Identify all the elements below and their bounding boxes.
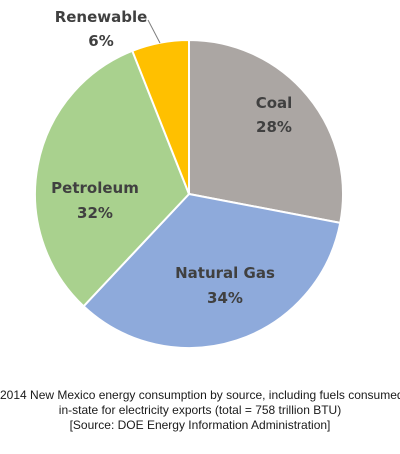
slice-value-petroleum: 32% — [77, 204, 113, 222]
pie-slice-petroleum — [34, 49, 191, 308]
slice-label-renewable: Renewable — [55, 8, 148, 26]
caption-line-3: [Source: DOE Energy Information Administ… — [69, 418, 331, 432]
chart-caption: 2014 New Mexico energy consumption by so… — [0, 388, 400, 433]
leader-line-renewable — [147, 19, 161, 44]
slice-value-natural-gas: 34% — [207, 289, 243, 307]
caption-line-1: 2014 New Mexico energy consumption by so… — [0, 388, 400, 402]
slice-label-coal: Coal — [256, 94, 293, 112]
pie-slice-coal — [188, 38, 344, 225]
caption-line-2: in-state for electricity exports (total … — [58, 403, 342, 417]
pie-chart: Coal 28% Natural Gas 34% Petroleum 32% Renewab… — [34, 8, 344, 349]
slice-value-renewable: 6% — [88, 32, 113, 50]
slice-label-natural-gas: Natural Gas — [175, 264, 275, 282]
pie-slice-natural-gas — [82, 192, 342, 349]
slice-value-coal: 28% — [256, 118, 292, 136]
slice-label-petroleum: Petroleum — [51, 179, 139, 197]
